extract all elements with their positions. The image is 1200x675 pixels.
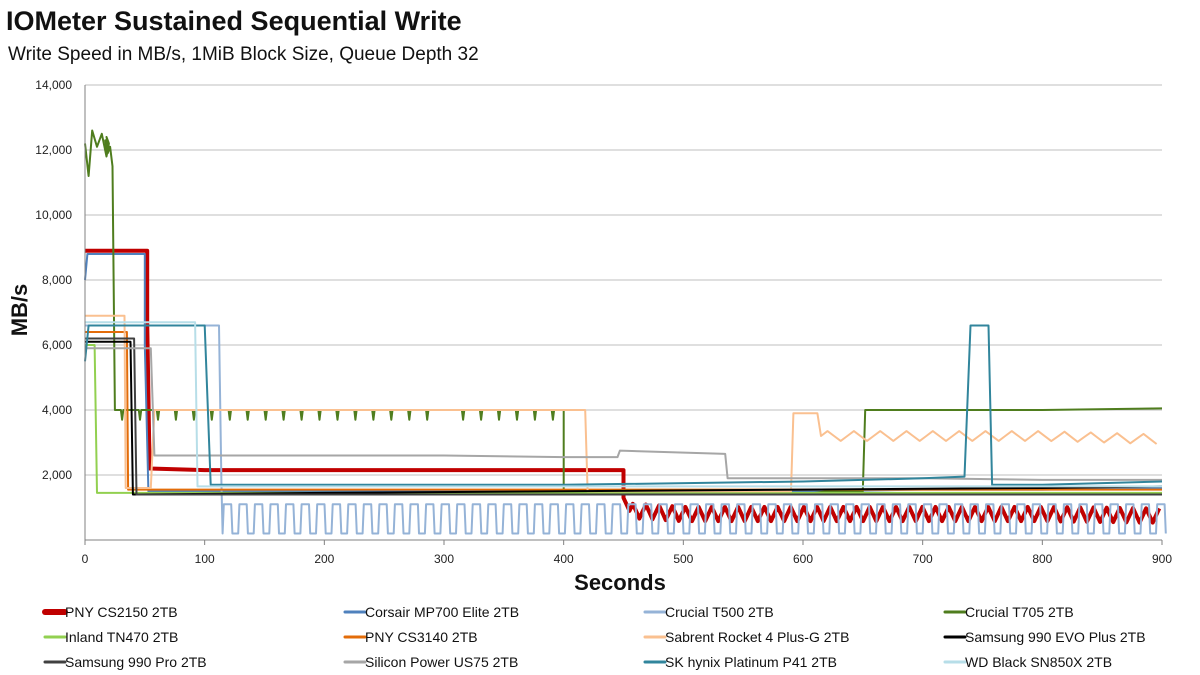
legend-label-samsung-990-pro-2tb: Samsung 990 Pro 2TB bbox=[65, 654, 207, 670]
legend-label-crucial-t500-2tb: Crucial T500 2TB bbox=[665, 604, 774, 620]
legend-label-inland-tn470-2tb: Inland TN470 2TB bbox=[65, 629, 178, 645]
y-tick-label: 4,000 bbox=[42, 403, 72, 417]
legend-label-sk-hynix-platinum-p41-2tb: SK hynix Platinum P41 2TB bbox=[665, 654, 837, 670]
legend: PNY CS2150 2TB Corsair MP700 Elite 2TB Cru… bbox=[42, 604, 1146, 670]
legend-label-pny-cs2150-2tb: PNY CS2150 2TB bbox=[65, 604, 178, 620]
x-tick-label: 200 bbox=[314, 552, 334, 566]
x-axis-title: Seconds bbox=[574, 570, 666, 595]
x-tick-label: 600 bbox=[793, 552, 813, 566]
y-tick-label: 14,000 bbox=[35, 78, 72, 92]
series-line-pny-cs3140-2tb bbox=[85, 331, 1162, 491]
chart-subtitle: Write Speed in MB/s, 1MiB Block Size, Qu… bbox=[8, 44, 479, 65]
y-tick-label: 2,000 bbox=[42, 468, 72, 482]
series-line-sk-hynix-platinum-p41-2tb bbox=[84, 324, 1163, 486]
x-axis-ticks: 0 100 200 300 400 500 600 700 800 900 bbox=[82, 540, 1172, 566]
series-line-sabrent-rocket-4-plus-g-2tb bbox=[85, 314, 1158, 493]
legend-label-silicon-power-us75-2tb: Silicon Power US75 2TB bbox=[365, 654, 518, 670]
plot-series bbox=[84, 129, 1167, 535]
legend-label-samsung-990-evo-plus-2tb: Samsung 990 EVO Plus 2TB bbox=[965, 629, 1146, 645]
y-axis-title: MB/s bbox=[7, 284, 32, 337]
series-line-wd-black-sn850x-2tb bbox=[85, 321, 1162, 488]
series-line-pny-cs2150-2tb bbox=[85, 248, 1162, 525]
legend-label-wd-black-sn850x-2tb: WD Black SN850X 2TB bbox=[965, 654, 1112, 670]
x-tick-label: 300 bbox=[434, 552, 454, 566]
y-tick-label: 10,000 bbox=[35, 208, 72, 222]
series-line-samsung-990-evo-plus-2tb bbox=[85, 340, 1163, 496]
series-line-crucial-t500-2tb bbox=[85, 324, 1167, 535]
x-tick-label: 800 bbox=[1032, 552, 1052, 566]
x-tick-label: 900 bbox=[1152, 552, 1172, 566]
y-axis-ticks: 2,000 4,000 6,000 8,000 10,000 12,000 14,000 bbox=[35, 78, 72, 482]
y-tick-label: 8,000 bbox=[42, 273, 72, 287]
x-tick-label: 0 bbox=[82, 552, 89, 566]
y-tick-label: 12,000 bbox=[35, 143, 72, 157]
x-tick-label: 100 bbox=[195, 552, 215, 566]
x-tick-label: 400 bbox=[554, 552, 574, 566]
legend-label-corsair-mp700-elite-2tb: Corsair MP700 Elite 2TB bbox=[365, 604, 519, 620]
legend-label-crucial-t705-2tb: Crucial T705 2TB bbox=[965, 604, 1074, 620]
x-tick-label: 500 bbox=[673, 552, 693, 566]
chart-title: IOMeter Sustained Sequential Write bbox=[6, 6, 462, 36]
series-line-samsung-990-pro-2tb bbox=[85, 337, 1162, 496]
plot-axes bbox=[84, 85, 1162, 541]
x-tick-label: 700 bbox=[913, 552, 933, 566]
legend-label-sabrent-rocket-4-plus-g-2tb: Sabrent Rocket 4 Plus-G 2TB bbox=[665, 629, 849, 645]
legend-label-pny-cs3140-2tb: PNY CS3140 2TB bbox=[365, 629, 478, 645]
y-tick-label: 6,000 bbox=[42, 338, 72, 352]
